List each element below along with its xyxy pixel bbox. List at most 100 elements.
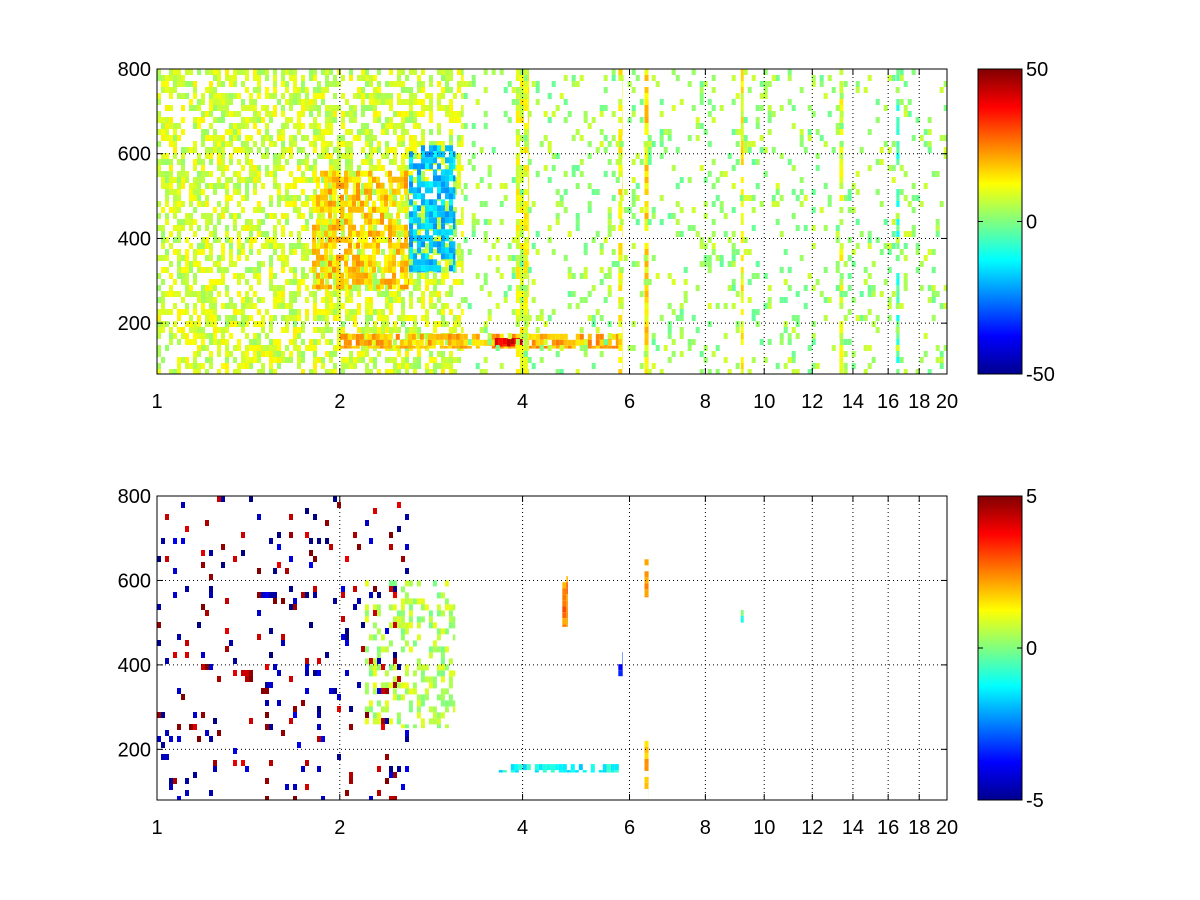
heatmap-cell <box>404 260 408 267</box>
heatmap-cell <box>771 195 776 201</box>
heatmap-cell <box>293 123 297 129</box>
heatmap-cell <box>735 129 740 135</box>
heatmap-cell <box>419 345 424 349</box>
heatmap-cell <box>324 284 328 290</box>
heatmap-cell <box>759 135 764 141</box>
heatmap-cell <box>325 153 329 159</box>
heatmap-cell <box>320 206 324 213</box>
heatmap-cell <box>393 586 397 592</box>
heatmap-cell <box>281 315 285 321</box>
heatmap-cell <box>523 81 528 87</box>
heatmap-cell <box>217 147 221 153</box>
heatmap-cell <box>313 315 317 321</box>
heatmap-cell <box>281 195 285 201</box>
heatmap-cell <box>401 111 405 117</box>
heatmap-cell <box>313 303 317 309</box>
heatmap-cell <box>433 321 437 327</box>
heatmap-cell <box>375 345 380 349</box>
heatmap-cell <box>285 213 289 219</box>
heatmap-cell <box>348 272 352 279</box>
heatmap-cell <box>349 351 353 357</box>
heatmap-cell <box>843 363 848 369</box>
heatmap-cell <box>787 69 792 75</box>
heatmap-cell <box>409 93 413 99</box>
heatmap-cell <box>389 201 393 207</box>
heatmap-cell <box>213 225 217 231</box>
heatmap-cell <box>644 285 649 291</box>
heatmap-cell <box>619 195 624 201</box>
heatmap-cell <box>896 297 900 303</box>
heatmap-cell <box>471 213 476 219</box>
heatmap-cell <box>301 87 305 93</box>
heatmap-cell <box>440 646 445 653</box>
heatmap-cell <box>157 345 161 351</box>
heatmap-cell <box>547 333 552 340</box>
heatmap-cell <box>377 93 381 99</box>
heatmap-cell <box>389 796 393 800</box>
heatmap-cell <box>839 147 844 153</box>
heatmap-cell <box>289 718 293 724</box>
heatmap-cell <box>519 369 524 374</box>
heatmap-cell <box>815 279 820 285</box>
heatmap-cell <box>340 254 344 261</box>
heatmap-cell <box>209 99 213 105</box>
heatmap-cell <box>301 177 305 183</box>
heatmap-cell <box>699 261 704 267</box>
heatmap-cell <box>301 267 305 273</box>
heatmap-cell <box>491 147 496 153</box>
heatmap-cell <box>896 225 900 231</box>
heatmap-cell <box>293 712 297 718</box>
heatmap-cell <box>436 634 441 641</box>
heatmap-cell <box>523 255 528 261</box>
heatmap-cell <box>221 207 225 213</box>
heatmap-cell <box>795 195 800 201</box>
heatmap-cell <box>527 267 532 273</box>
heatmap-cell <box>420 676 425 683</box>
heatmap-cell <box>896 123 900 129</box>
heatmap-cell <box>285 279 289 285</box>
heatmap-cell <box>740 177 744 183</box>
heatmap-cell <box>273 369 277 374</box>
heatmap-cell <box>683 291 688 297</box>
heatmap-cell <box>743 117 748 123</box>
heatmap-cell <box>368 242 372 249</box>
heatmap-cell <box>369 796 373 800</box>
heatmap-cell <box>237 189 241 195</box>
heatmap-cell <box>896 105 900 111</box>
heatmap-cell <box>523 87 528 93</box>
heatmap-cell <box>883 105 888 111</box>
heatmap-cell <box>408 194 409 201</box>
heatmap-cell <box>566 588 568 595</box>
heatmap-cell <box>297 327 301 333</box>
heatmap-cell <box>432 706 437 713</box>
heatmap-cell <box>217 327 221 333</box>
heatmap-cell <box>361 327 365 333</box>
heatmap-cell <box>535 81 540 87</box>
heatmap-cell <box>691 105 696 111</box>
heatmap-cell <box>316 182 320 189</box>
heatmap-cell <box>277 153 281 159</box>
heatmap-cell <box>444 706 449 713</box>
heatmap-cell <box>819 135 824 141</box>
heatmap-cell <box>393 327 397 333</box>
heatmap-cell <box>205 147 209 153</box>
heatmap-cell <box>644 159 649 165</box>
heatmap-cell <box>376 176 380 183</box>
heatmap-cell <box>551 345 556 349</box>
heatmap-cell <box>494 338 499 344</box>
heatmap-cell <box>245 670 249 676</box>
heatmap-cell <box>523 261 528 267</box>
heatmap-cell <box>503 183 508 189</box>
heatmap-cell <box>325 321 329 327</box>
x-tick-label: 14 <box>842 817 864 839</box>
heatmap-cell <box>727 237 732 243</box>
heatmap-cell <box>515 129 520 135</box>
heatmap-cell <box>711 105 716 111</box>
heatmap-cell <box>213 141 217 147</box>
heatmap-cell <box>495 303 500 309</box>
heatmap-cell <box>392 580 397 587</box>
heatmap-cell <box>373 87 377 93</box>
heatmap-cell <box>273 592 277 598</box>
heatmap-cell <box>273 165 277 171</box>
heatmap-cell <box>169 231 173 237</box>
